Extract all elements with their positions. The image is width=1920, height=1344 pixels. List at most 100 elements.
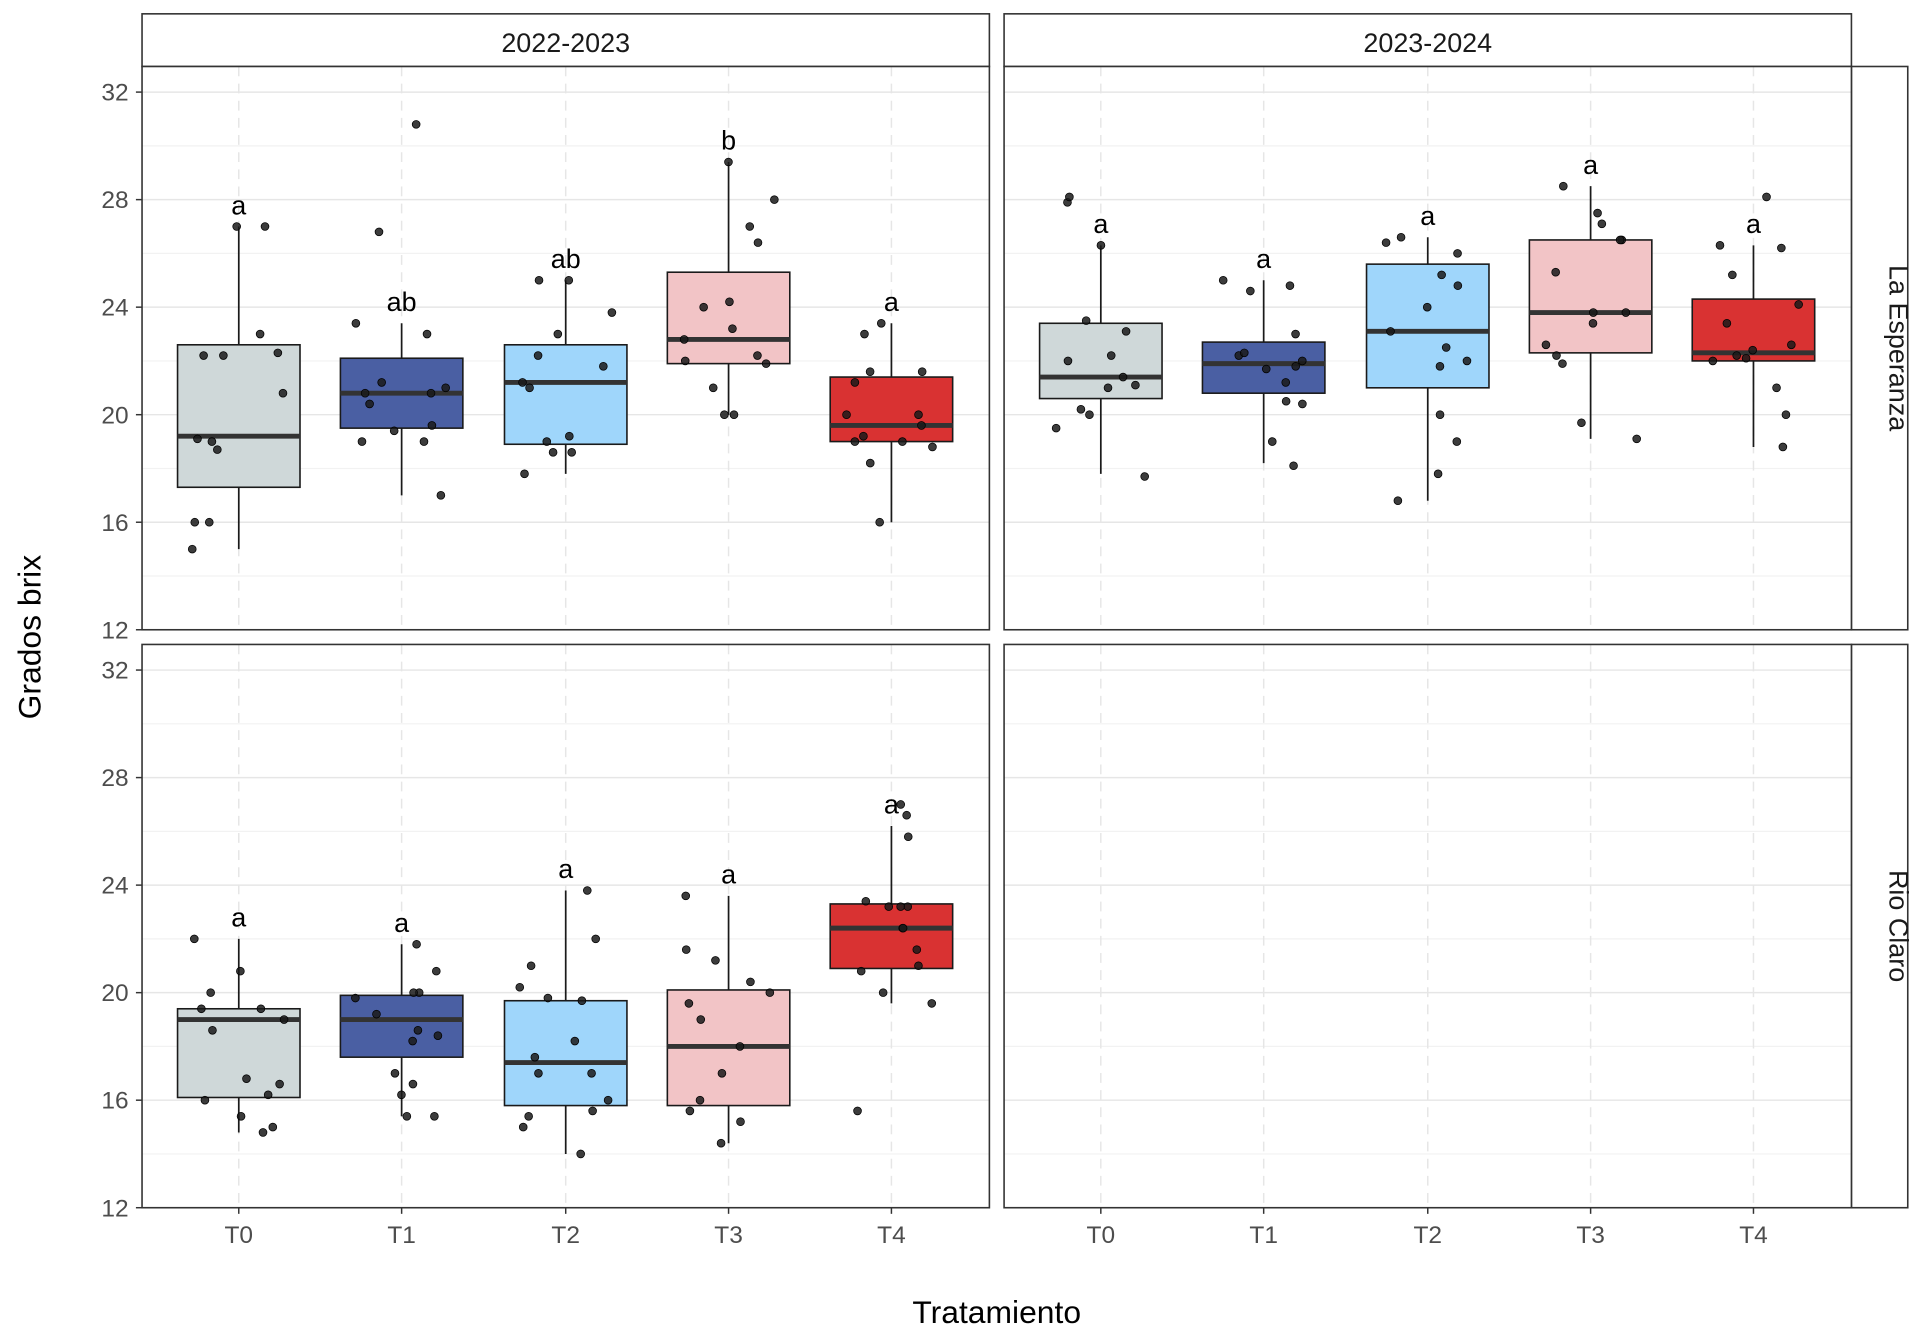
data-point bbox=[533, 351, 543, 360]
data-point bbox=[607, 308, 617, 317]
data-point bbox=[685, 1106, 695, 1116]
data-point bbox=[377, 378, 386, 387]
data-point bbox=[1289, 461, 1298, 471]
data-point bbox=[534, 1069, 543, 1078]
significance-letter: a bbox=[558, 854, 573, 884]
data-point bbox=[717, 1069, 727, 1078]
data-point bbox=[1076, 405, 1086, 414]
data-point bbox=[1267, 437, 1277, 446]
data-point bbox=[902, 810, 911, 820]
data-point bbox=[1559, 181, 1568, 191]
data-point bbox=[914, 961, 923, 971]
data-point bbox=[861, 896, 871, 906]
data-point bbox=[591, 934, 600, 944]
data-point bbox=[426, 388, 436, 398]
data-point bbox=[1435, 410, 1445, 419]
data-point bbox=[1246, 286, 1255, 296]
data-point bbox=[441, 383, 450, 393]
data-point bbox=[1708, 356, 1718, 366]
data-point bbox=[1728, 270, 1737, 280]
x-tick-label: T4 bbox=[1739, 1222, 1768, 1249]
data-point bbox=[860, 329, 869, 339]
data-point bbox=[1435, 362, 1445, 371]
box-t1 bbox=[339, 994, 464, 1058]
data-point bbox=[1787, 340, 1796, 350]
data-point bbox=[524, 1112, 533, 1121]
y-tick-label: 32 bbox=[101, 80, 128, 107]
data-point bbox=[917, 367, 927, 376]
significance-letter: a bbox=[1256, 244, 1271, 274]
data-point bbox=[430, 1112, 439, 1121]
data-point bbox=[1621, 308, 1631, 317]
data-point bbox=[1121, 327, 1131, 336]
data-point bbox=[530, 1052, 540, 1062]
data-point bbox=[1632, 434, 1641, 444]
data-point bbox=[878, 988, 888, 997]
panel-border bbox=[1003, 643, 1853, 1209]
data-point bbox=[588, 1106, 597, 1116]
data-point bbox=[213, 445, 222, 454]
data-point bbox=[1291, 362, 1300, 371]
row-strip-label: Rio Claro bbox=[1883, 870, 1913, 982]
data-point bbox=[1437, 270, 1446, 280]
data-point bbox=[1794, 300, 1803, 309]
data-point bbox=[208, 1026, 217, 1035]
panel-border bbox=[1003, 65, 1853, 631]
data-point bbox=[1588, 319, 1598, 328]
data-point bbox=[279, 1015, 289, 1024]
data-point bbox=[255, 329, 265, 339]
data-point bbox=[681, 945, 691, 954]
data-point bbox=[351, 993, 360, 1003]
data-point bbox=[1103, 383, 1113, 393]
data-point bbox=[199, 351, 208, 360]
data-point bbox=[278, 388, 288, 398]
data-point bbox=[736, 1117, 745, 1126]
data-point bbox=[770, 195, 779, 204]
box-t3 bbox=[1528, 239, 1653, 354]
data-point bbox=[1381, 238, 1391, 247]
data-point bbox=[720, 410, 729, 419]
y-tick-label: 28 bbox=[101, 187, 128, 214]
significance-letter: a bbox=[1583, 150, 1598, 180]
data-point bbox=[207, 437, 217, 446]
data-point bbox=[1131, 380, 1140, 390]
data-point bbox=[242, 1074, 251, 1083]
data-point bbox=[433, 1031, 443, 1040]
data-point bbox=[232, 222, 241, 231]
data-point bbox=[912, 945, 922, 954]
data-point bbox=[917, 421, 926, 430]
data-point bbox=[570, 1036, 580, 1046]
data-point bbox=[699, 302, 708, 312]
data-point bbox=[850, 378, 860, 387]
data-point bbox=[422, 329, 432, 339]
data-point bbox=[1063, 356, 1073, 366]
box-t0 bbox=[1038, 322, 1163, 400]
y-tick-label: 20 bbox=[101, 402, 128, 429]
data-point bbox=[525, 383, 534, 393]
data-point bbox=[553, 329, 563, 339]
data-point bbox=[408, 1079, 418, 1089]
data-point bbox=[603, 1095, 613, 1105]
data-point bbox=[374, 227, 384, 237]
data-point bbox=[564, 275, 574, 285]
x-tick-label: T3 bbox=[714, 1222, 743, 1249]
data-point bbox=[1065, 192, 1074, 202]
data-point bbox=[903, 902, 913, 911]
data-point bbox=[708, 383, 718, 393]
data-point bbox=[1462, 356, 1472, 366]
data-point bbox=[1715, 241, 1725, 250]
data-point bbox=[1541, 340, 1551, 350]
x-tick-label: T4 bbox=[877, 1222, 906, 1249]
data-point bbox=[413, 1026, 423, 1035]
data-point bbox=[534, 275, 544, 285]
data-point bbox=[390, 1069, 400, 1078]
data-point bbox=[193, 434, 202, 444]
data-point bbox=[197, 1004, 206, 1014]
y-tick-label: 12 bbox=[101, 1195, 128, 1222]
data-point bbox=[258, 1128, 268, 1137]
data-point bbox=[351, 319, 361, 328]
data-point bbox=[1433, 469, 1443, 479]
data-point bbox=[1396, 232, 1406, 242]
data-point bbox=[200, 1095, 210, 1105]
data-point bbox=[1261, 364, 1271, 374]
